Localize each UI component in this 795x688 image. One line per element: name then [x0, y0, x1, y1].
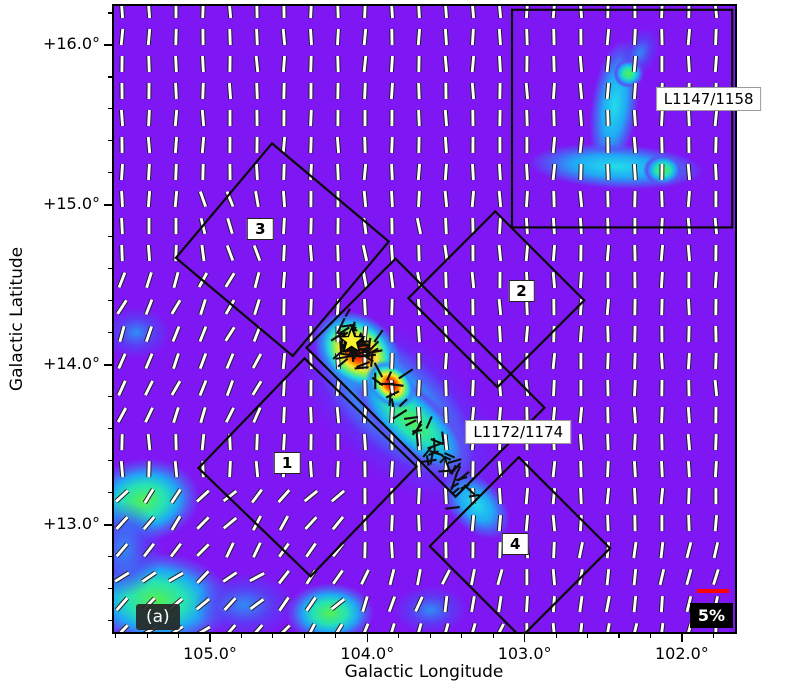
axis-tick	[492, 634, 494, 638]
y-axis-label: Galactic Latitude	[7, 246, 27, 392]
axis-tick	[240, 634, 243, 638]
axis-tick	[303, 634, 305, 638]
axis-tick	[108, 300, 112, 302]
axis-tick	[681, 634, 683, 642]
heatmap-blob-south-bridge	[194, 572, 295, 634]
axis-tick	[108, 12, 112, 14]
x-tick-label: 105.0°	[183, 644, 237, 663]
axis-tick	[108, 492, 112, 494]
x-tick-label: 104.0°	[340, 644, 395, 663]
region-box-2	[406, 209, 586, 389]
annotation-l1147-1158: L1147/1158	[655, 87, 762, 112]
axis-tick	[115, 634, 117, 638]
axis-tick	[398, 634, 400, 638]
axis-tick	[108, 140, 112, 142]
region-box-l1147-1158	[510, 8, 734, 229]
heatmap-blob-south-faint	[392, 585, 468, 634]
region-label-2: 2	[508, 280, 535, 303]
region-label-4: 4	[501, 533, 529, 556]
axis-tick	[108, 172, 112, 174]
heatmap-blob-south-c	[285, 582, 374, 634]
annotation-l1172-1174: L1172/1174	[465, 420, 572, 445]
region-label-3: 3	[247, 217, 274, 240]
axis-tick	[108, 76, 112, 78]
axis-tick	[649, 634, 652, 638]
axis-tick	[104, 204, 112, 206]
x-axis-label: Galactic Longitude	[344, 662, 504, 682]
region-label-1: 1	[273, 451, 301, 474]
axis-tick	[555, 634, 557, 638]
axis-tick	[108, 588, 112, 590]
scale-percentage-label: 5%	[689, 603, 733, 628]
region-boxes	[174, 8, 734, 634]
y-tick-label: +16.0°	[42, 34, 100, 53]
polarization-scale-bar	[697, 589, 729, 593]
axis-tick	[712, 634, 714, 638]
axis-tick	[523, 634, 526, 642]
plot-frame	[112, 4, 737, 634]
axis-tick	[366, 634, 369, 642]
axis-tick	[618, 634, 620, 638]
axis-tick	[587, 634, 589, 638]
axis-tick	[209, 634, 211, 642]
region-box-central	[304, 257, 547, 499]
axis-tick	[108, 236, 112, 238]
axis-tick	[108, 460, 112, 462]
axis-tick	[108, 396, 112, 398]
axis-tick	[108, 556, 112, 558]
region-box-1	[196, 356, 419, 578]
axis-tick	[104, 524, 112, 526]
map-overlay	[112, 4, 737, 634]
axis-tick	[461, 634, 463, 638]
axis-tick	[104, 44, 112, 46]
x-tick-label: 103.0°	[497, 644, 552, 663]
axis-tick	[108, 620, 112, 622]
axis-tick	[146, 634, 148, 638]
axis-tick	[108, 268, 112, 270]
star-marker	[337, 325, 366, 354]
y-tick-label: +13.0°	[42, 513, 100, 533]
axis-tick	[177, 634, 180, 638]
axis-tick	[108, 108, 112, 110]
axis-tick	[108, 332, 112, 334]
panel-label: (a)	[136, 604, 180, 630]
axis-tick	[108, 428, 112, 430]
heatmap-blob-l1147-green-upper	[612, 59, 645, 89]
white-polarization-vectors	[113, 4, 721, 634]
axis-tick	[429, 634, 431, 638]
region-box-4	[428, 455, 612, 634]
axis-tick	[104, 364, 112, 366]
y-tick-label: +14.0°	[42, 353, 100, 373]
y-tick-label: +15.0°	[42, 193, 100, 213]
plot-area: (a) 5% 3 1 2 4 L1172/1174	[112, 4, 737, 634]
x-tick-label: 102.0°	[654, 644, 709, 663]
axis-tick	[272, 634, 274, 638]
axis-tick	[335, 634, 337, 638]
region-box-3	[174, 141, 391, 358]
